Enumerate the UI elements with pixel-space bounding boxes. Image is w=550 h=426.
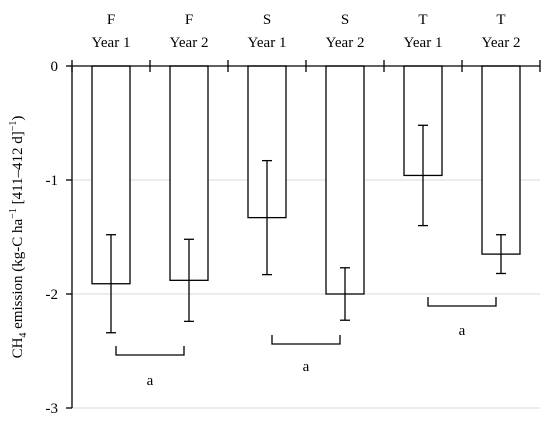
x-tick-label-year: Year 2 [482, 35, 521, 51]
x-tick-label-group: S [341, 12, 349, 28]
x-tick-label-group: S [263, 12, 271, 28]
x-tick-label-group: T [496, 12, 505, 28]
x-tick-label-year: Year 2 [170, 35, 209, 51]
x-tick-label-group: F [185, 12, 193, 28]
x-tick-label-group: T [418, 12, 427, 28]
gridlines [72, 179, 540, 409]
x-tick-label-year: Year 1 [404, 35, 443, 51]
axes [66, 60, 541, 409]
x-tick-labels: F Year 1 F Year 2 S Year 1 S Year 2 T Year 1 T Year… [92, 12, 521, 51]
significance-label: a [147, 373, 154, 389]
bar-4 [325, 65, 365, 295]
significance-bracket [271, 335, 341, 345]
error-bars [106, 124, 506, 334]
x-tick-label-group: F [107, 12, 115, 28]
significance-label: a [459, 323, 466, 339]
x-tick-label-year: Year 2 [326, 35, 365, 51]
bar-6 [481, 65, 521, 255]
significance-bracket [427, 297, 497, 307]
y-tick-label: -1 [46, 173, 59, 189]
y-tick-label: -3 [46, 401, 59, 417]
significance-label: a [303, 359, 310, 375]
x-tick-label-year: Year 1 [248, 35, 287, 51]
y-tick-labels: 0 -1 -2 -3 [46, 59, 59, 417]
x-tick-label-year: Year 1 [92, 35, 131, 51]
significance-bracket [115, 346, 185, 356]
y-tick-label: 0 [51, 59, 59, 75]
significance-brackets: a a a [115, 297, 497, 389]
y-tick-label: -2 [46, 287, 59, 303]
y-axis-label: CH4 emission (kg-C ha−1 [411–412 d]−1) [8, 116, 29, 359]
